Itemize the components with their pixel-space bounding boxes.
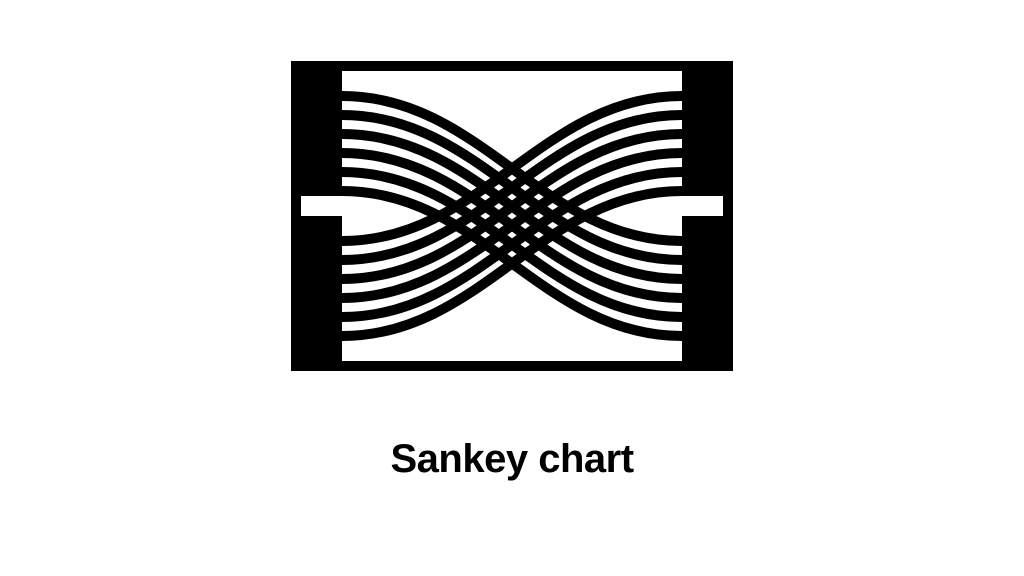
- figure-caption: Sankey chart: [390, 437, 633, 482]
- sankey-chart-icon: [282, 56, 742, 381]
- figure-container: Sankey chart: [0, 0, 1024, 576]
